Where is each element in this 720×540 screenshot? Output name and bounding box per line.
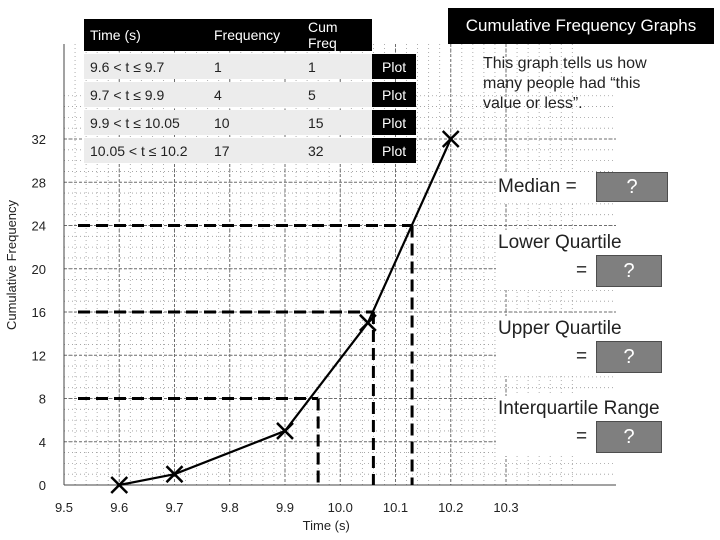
lower-quartile-label: Lower Quartile [498, 232, 622, 253]
x-tick-label: 9.9 [276, 500, 294, 515]
median-label: Median = [498, 176, 577, 197]
data-point-marker [358, 313, 377, 332]
iqr-answer-box[interactable]: ? [596, 421, 662, 453]
x-tick-label: 10.3 [493, 500, 518, 515]
x-axis-label: Time (s) [303, 518, 350, 533]
lower-quartile-answer-box[interactable]: ? [596, 255, 662, 287]
upper-quartile-answer-box[interactable]: ? [596, 341, 662, 373]
upper-quartile-stat: Upper Quartile = ? [496, 316, 672, 376]
iqr-equals: = [576, 426, 588, 447]
y-tick-label: 0 [39, 478, 46, 493]
data-point-marker [165, 465, 184, 484]
x-tick-label: 10.1 [383, 500, 408, 515]
info-text: This graph tells us how many people had … [483, 55, 647, 112]
page-title: Cumulative Frequency Graphs [448, 8, 714, 44]
x-tick-label: 10.0 [328, 500, 353, 515]
x-tick-label: 9.7 [165, 500, 183, 515]
y-tick-label: 16 [32, 305, 46, 320]
table-row: 9.9 < t ≤ 10.05 10 15 Plot [84, 110, 417, 135]
cell-cum-freq: 32 [302, 138, 372, 163]
x-tick-label: 9.5 [55, 500, 73, 515]
iqr-label: Interquartile Range [498, 398, 660, 419]
data-point-marker [441, 130, 460, 148]
plot-button[interactable]: Plot [372, 54, 417, 79]
y-tick-label: 8 [39, 392, 46, 407]
y-axis-label: Cumulative Frequency [4, 199, 19, 330]
x-tick-label: 9.8 [221, 500, 239, 515]
header-frequency: Frequency [208, 19, 302, 51]
y-tick-label: 28 [32, 175, 46, 190]
iqr-stat: Interquartile Range = ? [496, 396, 692, 456]
lower-quartile-stat: Lower Quartile = ? [496, 230, 672, 290]
cell-frequency: 10 [208, 110, 302, 135]
y-tick-label: 24 [32, 219, 46, 234]
cell-frequency: 4 [208, 82, 302, 107]
y-tick-label: 4 [39, 435, 46, 450]
cell-cum-freq: 1 [302, 54, 372, 79]
cell-time: 9.6 < t ≤ 9.7 [84, 54, 208, 79]
header-time: Time (s) [84, 19, 208, 51]
x-tick-label: 10.2 [438, 500, 463, 515]
upper-quartile-label: Upper Quartile [498, 318, 622, 339]
cell-time: 10.05 < t ≤ 10.2 [84, 138, 208, 163]
y-tick-label: 12 [32, 348, 46, 363]
header-cum-freq: Cum Freq [302, 19, 372, 51]
plot-button[interactable]: Plot [372, 138, 417, 163]
cell-frequency: 17 [208, 138, 302, 163]
median-stat: Median = ? [496, 172, 672, 202]
plot-button[interactable]: Plot [372, 82, 417, 107]
cell-time: 9.7 < t ≤ 9.9 [84, 82, 208, 107]
cell-cum-freq: 15 [302, 110, 372, 135]
x-tick-label: 9.6 [110, 500, 128, 515]
table-row: 9.7 < t ≤ 9.9 4 5 Plot [84, 82, 417, 107]
upper-quartile-equals: = [576, 346, 588, 367]
table-row: 9.6 < t ≤ 9.7 1 1 Plot [84, 54, 417, 79]
y-tick-label: 20 [32, 262, 46, 277]
data-point-marker [276, 422, 294, 440]
plot-button[interactable]: Plot [372, 110, 417, 135]
table-header-row: Time (s) Frequency Cum Freq [84, 19, 416, 51]
median-answer-box[interactable]: ? [596, 172, 668, 202]
frequency-table: Time (s) Frequency Cum Freq 9.6 < t ≤ 9.… [84, 16, 417, 166]
y-tick-label: 32 [32, 132, 46, 147]
cell-time: 9.9 < t ≤ 10.05 [84, 110, 208, 135]
data-point-marker [110, 476, 129, 494]
cell-cum-freq: 5 [302, 82, 372, 107]
cell-frequency: 1 [208, 54, 302, 79]
lower-quartile-equals: = [576, 260, 588, 281]
table-row: 10.05 < t ≤ 10.2 17 32 Plot [84, 138, 417, 163]
